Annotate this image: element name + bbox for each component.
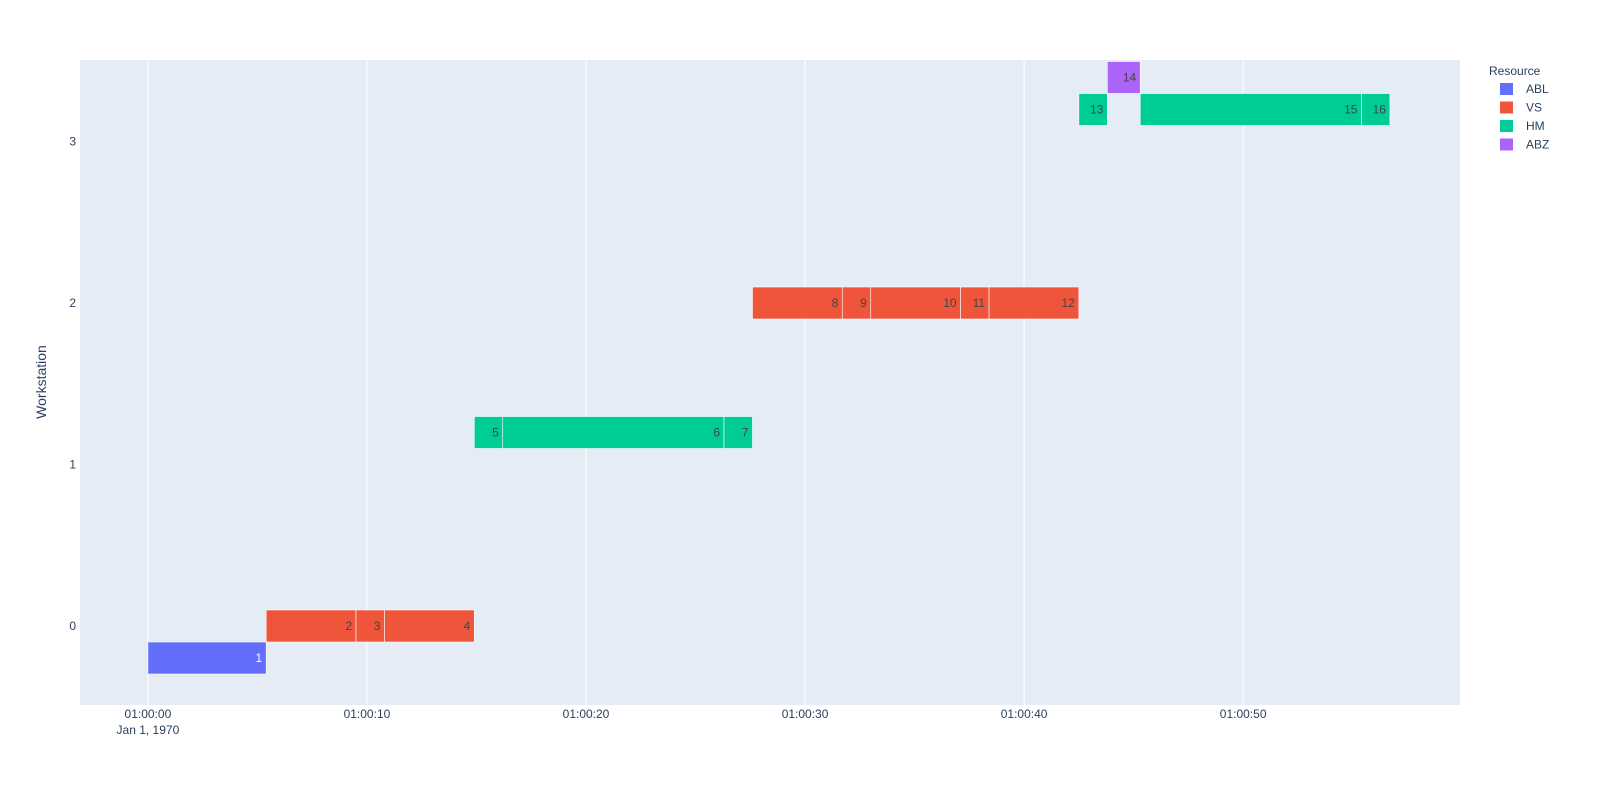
bar-label: 1: [256, 651, 263, 665]
bar-label: 9: [860, 296, 867, 310]
x-tick-label: 01:00:20: [563, 707, 610, 721]
x-tick-label: 01:00:10: [344, 707, 391, 721]
x-tick-label: 01:00:00: [125, 707, 172, 721]
bar-label: 13: [1090, 103, 1104, 117]
bar-label: 8: [832, 296, 839, 310]
y-axis-title: Workstation: [33, 345, 49, 419]
bar-task-7: [723, 416, 753, 449]
bar-label: 12: [1061, 296, 1075, 310]
bar-label: 14: [1123, 71, 1137, 85]
bar-label: 7: [742, 426, 749, 440]
legend-swatch: [1500, 120, 1513, 132]
x-tick-label: 01:00:50: [1220, 707, 1267, 721]
bar-label: 6: [713, 426, 720, 440]
y-tick-label: 3: [69, 135, 76, 149]
x-tick-sublabel: Jan 1, 1970: [117, 723, 180, 737]
bar-label: 3: [374, 619, 381, 633]
x-tick-label: 01:00:30: [782, 707, 829, 721]
legend-entry: ABZ: [1526, 138, 1549, 152]
bar-label: 15: [1344, 103, 1358, 117]
bar-task-1: [147, 641, 267, 675]
plot-background: [80, 60, 1460, 705]
legend-entry: ABL: [1526, 82, 1549, 96]
bar-task-4: [384, 609, 475, 643]
bar-task-16: [1361, 93, 1391, 126]
bar-task-2: [265, 609, 357, 643]
bar-task-10: [870, 286, 961, 320]
bar-label: 11: [973, 296, 986, 310]
legend-swatch: [1500, 83, 1513, 95]
legend-swatch: [1500, 101, 1513, 114]
bar-task-5: [473, 416, 504, 449]
y-tick-label: 0: [69, 619, 76, 633]
legend-entry: HM: [1526, 119, 1545, 133]
y-tick-label: 2: [69, 296, 76, 310]
bar-task-3: [355, 609, 385, 643]
bar-label: 4: [464, 619, 471, 633]
bar-task-14: [1107, 61, 1141, 94]
bar-task-15: [1139, 93, 1362, 126]
legend-title: Resource: [1489, 64, 1541, 78]
grid-lines: [147, 60, 1244, 705]
x-tick-label: 01:00:40: [1001, 707, 1048, 721]
bar-task-8: [752, 286, 843, 320]
bar-label: 16: [1373, 103, 1387, 117]
legend-swatch: [1500, 138, 1513, 151]
bar-task-12: [988, 286, 1080, 320]
bar-label: 10: [943, 296, 957, 310]
bar-task-13: [1078, 93, 1108, 126]
legend: Resource ABL VS HM ABZ: [1489, 64, 1549, 152]
axes: Workstation 01:00:00 Jan 1, 1970 01:00:10 0…: [33, 135, 1267, 738]
y-tick-label: 1: [69, 458, 76, 472]
bar-label: 5: [492, 426, 499, 440]
legend-entry: VS: [1526, 101, 1542, 115]
bar-task-6: [502, 416, 725, 449]
bar-label: 2: [345, 619, 352, 633]
